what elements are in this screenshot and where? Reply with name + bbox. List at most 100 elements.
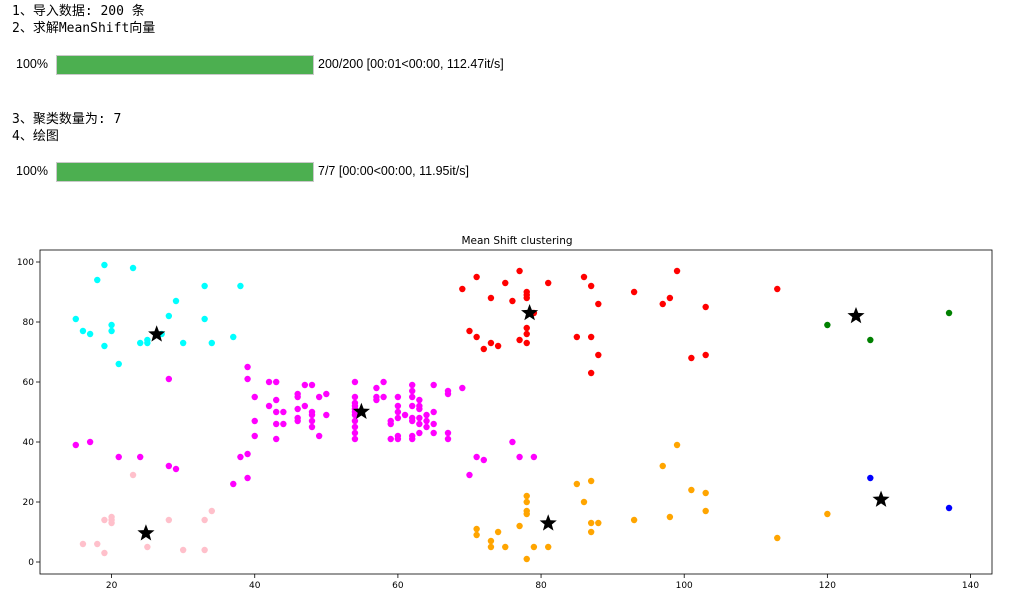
data-point — [595, 300, 602, 308]
data-point — [201, 516, 208, 524]
data-point — [423, 411, 430, 419]
data-point — [115, 360, 122, 368]
x-axis: 20 40 60 80 100 120 140 — [106, 574, 979, 591]
data-points — [72, 261, 953, 563]
x-tick-label: 140 — [962, 581, 979, 591]
data-point — [137, 339, 144, 347]
data-point — [666, 513, 674, 521]
data-point — [409, 402, 416, 410]
data-point — [416, 420, 423, 428]
data-point — [165, 516, 173, 524]
cluster-center-star — [847, 307, 865, 324]
progress-percent: 100% — [16, 57, 48, 71]
data-point — [280, 408, 287, 416]
data-point — [387, 420, 394, 428]
data-point — [72, 441, 79, 449]
data-point — [487, 339, 495, 347]
data-point — [459, 384, 466, 392]
data-point — [380, 393, 387, 401]
data-point — [702, 507, 709, 515]
data-point — [244, 474, 251, 482]
progress-status: 200/200 [00:01<00:00, 112.47it/s] — [318, 57, 504, 71]
data-point — [273, 396, 280, 404]
data-point — [208, 339, 215, 347]
data-point — [502, 279, 509, 287]
data-point — [144, 543, 151, 551]
chart-title: Mean Shift clustering — [461, 235, 572, 247]
data-point — [351, 423, 359, 431]
y-axis: 0 20 40 60 80 100 — [17, 258, 40, 568]
y-tick-label: 80 — [23, 318, 35, 328]
data-point — [466, 471, 473, 479]
data-point — [108, 327, 115, 335]
data-point — [86, 438, 94, 446]
data-point — [394, 393, 402, 401]
progress-status: 7/7 [00:00<00:00, 11.95it/s] — [318, 164, 469, 178]
cluster-center-star — [148, 325, 166, 342]
data-point — [587, 333, 595, 341]
data-point — [702, 351, 709, 359]
data-point — [516, 336, 523, 344]
data-point — [323, 390, 330, 398]
data-point — [273, 378, 280, 386]
data-point — [587, 528, 595, 536]
progress-percent: 100% — [16, 164, 48, 178]
data-point — [373, 384, 380, 392]
x-tick-label: 120 — [819, 581, 836, 591]
data-point — [294, 393, 301, 401]
data-point — [416, 405, 423, 413]
data-point — [523, 330, 530, 338]
data-point — [251, 432, 258, 440]
data-point — [179, 339, 187, 347]
data-point — [630, 516, 638, 524]
data-point — [494, 342, 502, 350]
data-point — [673, 267, 681, 275]
data-point — [580, 273, 588, 281]
data-point — [423, 423, 430, 431]
progress-bar-fill — [57, 163, 313, 181]
data-point — [308, 417, 316, 425]
data-point — [487, 294, 495, 302]
y-tick-label: 60 — [23, 378, 35, 388]
data-point — [273, 420, 280, 428]
data-point — [115, 453, 122, 461]
data-point — [244, 363, 251, 371]
data-point — [308, 381, 316, 389]
data-point — [294, 405, 301, 413]
data-point — [516, 267, 523, 275]
data-point — [394, 402, 402, 410]
data-point — [94, 540, 101, 548]
data-point — [430, 408, 437, 416]
data-point — [430, 381, 437, 389]
data-point — [244, 375, 251, 383]
data-point — [265, 378, 273, 386]
data-point — [523, 324, 530, 332]
data-point — [394, 435, 402, 443]
data-point — [237, 453, 244, 461]
data-point — [487, 537, 495, 545]
data-point — [208, 507, 215, 515]
data-point — [108, 321, 115, 329]
data-point — [587, 519, 595, 527]
data-point — [351, 393, 359, 401]
data-point — [688, 486, 695, 494]
data-point — [430, 429, 437, 437]
data-point — [509, 297, 516, 305]
y-tick-label: 100 — [17, 258, 34, 268]
x-tick-label: 80 — [535, 581, 547, 591]
data-point — [630, 288, 638, 296]
data-point — [351, 378, 359, 386]
data-point — [587, 477, 595, 485]
data-point — [444, 390, 452, 398]
data-point — [702, 489, 709, 497]
data-point — [867, 336, 874, 344]
data-point — [251, 393, 258, 401]
data-point — [523, 294, 530, 302]
data-point — [473, 453, 480, 461]
data-point — [315, 393, 323, 401]
data-point — [237, 282, 244, 290]
cluster-center-star — [872, 490, 890, 507]
data-point — [480, 456, 487, 464]
data-point — [516, 522, 523, 530]
data-point — [129, 471, 137, 479]
